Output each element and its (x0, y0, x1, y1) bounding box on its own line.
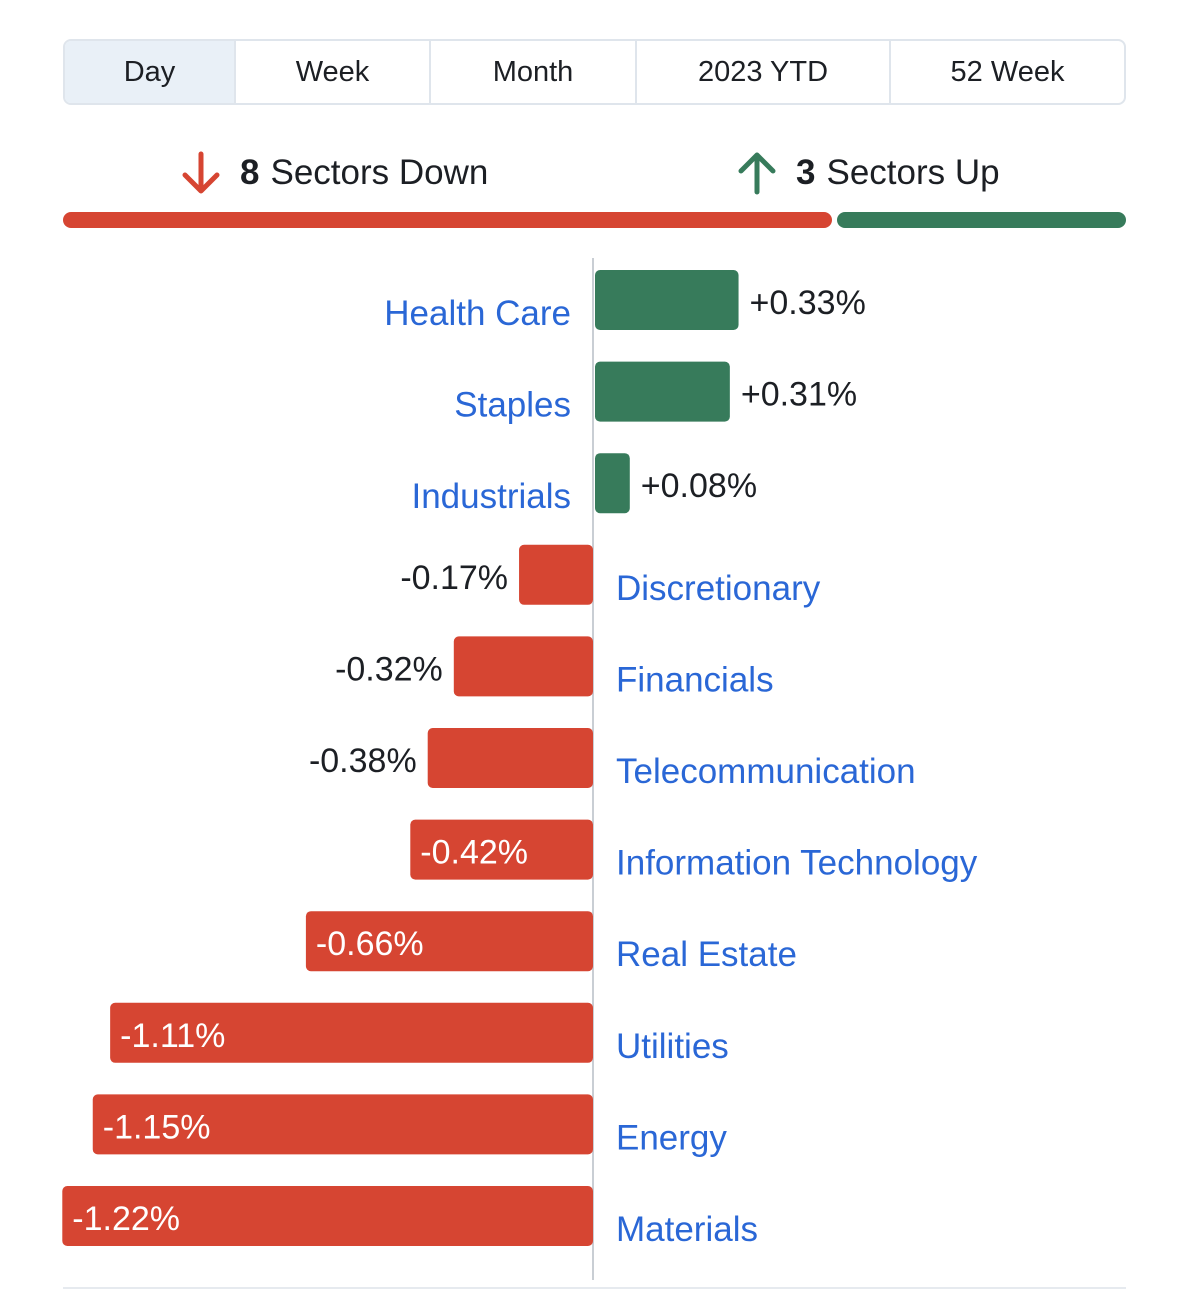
tab-month[interactable]: Month (431, 41, 637, 103)
bar-health-care (595, 270, 739, 330)
bar-discretionary (519, 544, 593, 605)
tab-day[interactable]: Day (65, 41, 236, 103)
sector-link-utilities[interactable]: Utilities (616, 1027, 729, 1066)
sectors-up-count: 3 (796, 153, 816, 192)
tab-52-week[interactable]: 52 Week (950, 55, 1065, 88)
value-label: -0.66% (316, 925, 424, 963)
arrow-down-icon (182, 151, 220, 194)
bottom-divider (63, 1287, 1126, 1289)
bar-information-technology (410, 819, 593, 880)
value-label: -0.32% (335, 650, 443, 688)
bar-utilities (110, 1002, 594, 1063)
value-label: -0.42% (420, 834, 528, 872)
bar-materials (62, 1186, 594, 1246)
period-tabs: Day Week Month 2023 YTD 52 Week (63, 39, 1126, 105)
sectors-down-label: Sectors Down (270, 153, 489, 192)
bar-telecommunication (427, 728, 593, 788)
value-label: -0.38% (309, 742, 417, 780)
value-label: -0.17% (400, 559, 508, 597)
value-label: +0.08% (641, 467, 757, 505)
value-label: -1.15% (103, 1108, 211, 1146)
bar-energy (92, 1094, 593, 1155)
sector-link-industrials[interactable]: Industrials (411, 477, 571, 516)
arrow-up-icon (738, 152, 776, 195)
value-label: +0.31% (741, 376, 857, 414)
sector-link-telecommunication[interactable]: Telecommunication (616, 752, 916, 791)
tab-week[interactable]: Week (236, 41, 431, 103)
bar-financials (453, 636, 593, 697)
sector-link-discretionary[interactable]: Discretionary (616, 569, 821, 608)
bar-industrials (595, 453, 630, 514)
sector-link-materials[interactable]: Materials (616, 1210, 758, 1249)
sectors-down-count: 8 (240, 153, 260, 192)
sector-link-financials[interactable]: Financials (616, 660, 774, 699)
bar-staples (595, 361, 730, 422)
sectors-down-ratio-bar (63, 212, 832, 228)
sectors-up-label: Sectors Up (826, 153, 1000, 192)
value-label: +0.33% (750, 284, 866, 322)
value-label: -1.11% (120, 1017, 225, 1055)
sector-link-staples[interactable]: Staples (454, 386, 571, 425)
sector-link-information-technology[interactable]: Information Technology (616, 844, 978, 883)
sector-link-real-estate[interactable]: Real Estate (616, 935, 797, 974)
value-label: -1.22% (72, 1200, 180, 1238)
sector-link-health-care[interactable]: Health Care (384, 294, 571, 333)
tab-2023-ytd[interactable]: 2023 YTD (637, 41, 891, 103)
sectors-up-ratio-bar (837, 212, 1126, 228)
sectors-up-summary: 3 Sectors Up (736, 145, 1000, 201)
sectors-down-summary: 8 Sectors Down (180, 145, 488, 201)
sector-link-energy[interactable]: Energy (616, 1118, 727, 1157)
bar-real-estate (305, 911, 593, 972)
